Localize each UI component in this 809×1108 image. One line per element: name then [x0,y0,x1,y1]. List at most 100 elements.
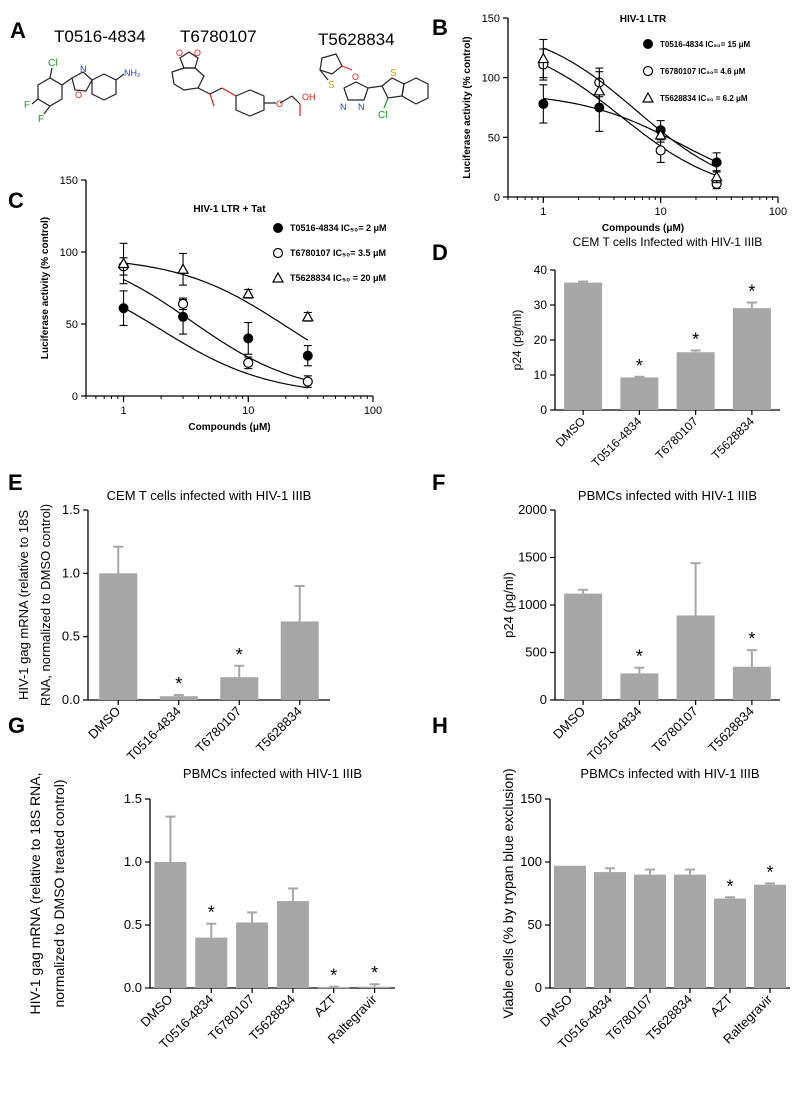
y-tick-label: 0 [535,980,542,995]
atom-label: F [38,114,44,125]
atom-label: O [194,48,201,58]
fit-curve [543,97,717,163]
bond [367,85,383,89]
data-point-open-triangle [654,128,667,140]
bar [280,621,319,700]
legend-entry: T0516-4834 IC₅₀= 2 μM [290,223,387,233]
panel-letter: F [432,470,445,495]
y-tick-label: 150 [482,13,500,25]
chart-panel-c: C HIV-1 LTR + Tat 0 50 100 150 Luciferase acti… [8,175,387,433]
thiophene-ring [381,77,405,99]
significance-asterisk: * [208,903,215,923]
x-tick-label: 1 [120,405,126,417]
y-tick-label: 0.0 [62,692,80,707]
bar [564,282,603,410]
y-tick-label: 0 [540,403,547,417]
benzene-ring [37,77,63,107]
y-tick-label: 500 [525,645,547,660]
y-axis-label: Luciferase activity (% control) [40,217,51,359]
atom-label: O [276,99,283,109]
series-t5628834 [117,242,314,341]
fit-curve [543,64,717,177]
y-axis-label: HIV-1 gag mRNA (relative to 18S [16,510,31,700]
bar [195,937,228,988]
bar [276,901,309,988]
y-axis-label: Viable cells (% by trypan blue exclusion… [500,768,516,1018]
chart-title: CEM T cells Infected with HIV-1 IIIB [573,235,763,249]
structure-t0516-4834 [31,67,125,115]
y-tick-label: 150 [520,791,542,806]
lactone-ring [319,53,343,75]
bond [209,87,223,95]
oxazole-ring [71,71,93,92]
y-tick-label: 40 [534,263,548,277]
bar [159,696,198,700]
significance-asterisk: * [236,645,243,665]
bar [358,986,391,988]
bond [319,69,329,81]
bar [220,677,259,700]
bond [31,98,39,105]
structure-t5628834 [319,53,429,109]
significance-asterisk: * [636,647,643,667]
benzo-ring [91,73,117,101]
compound-name-label: T0516-4834 [54,27,146,46]
y-tick-label: 30 [534,298,548,312]
bar [554,865,586,988]
y-tick-label: 100 [60,247,78,259]
compound-name-label: T6780107 [180,27,257,46]
y-tick-label: 0 [494,192,500,204]
panel-letter-a: A [10,18,26,43]
y-tick-label: 150 [60,175,78,187]
bond [383,97,389,109]
bar [732,308,771,410]
atom-label: S [328,80,335,91]
significance-asterisk: * [636,356,643,376]
data-point-open-circle [302,376,313,387]
atom-label: Cl [378,110,387,121]
atom-label: S [390,68,397,79]
data-point-open-circle [655,145,666,156]
y-axis-label: RNA, normalized to DMSO control) [38,504,53,706]
x-tick-label: 100 [364,405,382,417]
y-tick-label: 1.5 [124,791,142,806]
legend-marker [643,39,653,49]
legend-marker [641,91,655,103]
dioxole-ring [179,51,199,69]
y-tick-label: 10 [534,368,548,382]
y-axis-label: normalized to DMSO treated control) [51,780,67,1008]
panel-letter: E [8,470,23,495]
bar [714,898,746,988]
significance-asterisk: * [371,963,378,983]
fit-curve [123,262,309,341]
legend-marker [271,271,285,283]
fit-curve [543,47,717,168]
bond [197,87,211,95]
data-point-open-triangle [177,263,190,274]
bar [99,573,138,700]
y-tick-label: 100 [482,73,500,85]
legend-marker [272,247,284,259]
y-axis-label: p24 (pg/ml) [510,310,524,371]
bar [732,666,771,700]
atom-label: N [340,102,347,112]
y-tick-label: 1.0 [124,854,142,869]
chart-title: HIV-1 LTR [620,14,667,25]
benzo-ring [401,77,429,105]
atom-label: N [358,102,365,112]
data-point-filled-circle [538,98,549,109]
data-point-open-triangle [301,310,314,322]
bar [594,872,626,988]
bar [676,615,715,700]
y-tick-label: 20 [534,333,548,347]
y-axis-label: Luciferase activity (% control) [462,36,473,178]
data-point-open-triangle [242,287,255,299]
oxadiazole-ring [343,81,369,101]
data-point-open-triangle [593,84,606,96]
significance-asterisk: * [175,674,182,694]
data-point-open-triangle [537,52,550,64]
bar [634,874,666,988]
data-point-open-circle [177,298,189,309]
x-axis-label: Compounds (μM) [602,223,684,234]
